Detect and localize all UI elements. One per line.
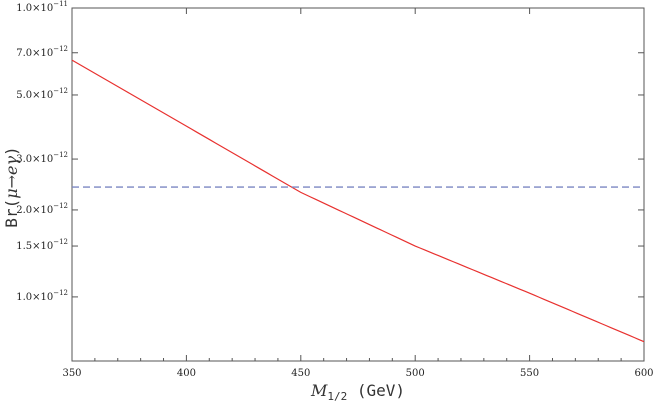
y-axis-suffix: ) [2, 146, 21, 156]
y-tick-exponent: −12 [53, 202, 68, 210]
series-line-branching-ratio [71, 59, 645, 343]
y-tick-exponent: −12 [53, 87, 68, 95]
x-axis-symbol: M [310, 381, 328, 400]
y-tick-mantissa: 5.0 [16, 90, 32, 101]
y-tick-exponent: −12 [53, 151, 68, 159]
x-tick-label: 350 [62, 368, 81, 379]
x-axis-ticks: 350 400 450 500 550 600 [62, 8, 654, 379]
y-tick-exponent: −12 [53, 238, 68, 246]
x-axis-title: M1/2 (GeV) [310, 381, 405, 403]
x-tick-label: 600 [634, 368, 653, 379]
y-tick-times: ×10 [32, 48, 53, 59]
y-tick-label: 7.0×10−12 [16, 45, 68, 59]
y-tick-mantissa: 7.0 [16, 48, 32, 59]
y-tick-mantissa: 3.0 [16, 154, 32, 165]
y-tick-times: ×10 [32, 241, 53, 252]
y-tick-times: ×10 [32, 90, 53, 101]
y-tick-label: 1.5×10−12 [16, 238, 68, 252]
x-tick-label: 550 [520, 368, 539, 379]
y-axis-symbol: μ→eγ [2, 156, 21, 199]
y-tick-mantissa: 2.0 [16, 205, 32, 216]
y-tick-times: ×10 [32, 292, 53, 303]
y-tick-times: ×10 [32, 3, 53, 14]
y-tick-exponent: −11 [53, 0, 68, 8]
y-tick-mantissa: 1.5 [16, 241, 32, 252]
y-tick-label: 2.0×10−12 [16, 202, 68, 216]
x-tick-label: 450 [291, 368, 310, 379]
y-tick-mantissa: 1.0 [16, 292, 32, 303]
y-axis-prefix: Br( [2, 199, 21, 228]
y-tick-times: ×10 [32, 154, 53, 165]
plot-frame [71, 7, 645, 362]
series-layer [71, 59, 645, 343]
y-tick-mantissa: 1.0 [16, 3, 32, 14]
y-tick-label: 3.0×10−12 [16, 151, 68, 165]
y-tick-label: 1.0×10−12 [16, 289, 68, 303]
y-axis-title: Br(μ→eγ) [2, 146, 21, 227]
y-tick-exponent: −12 [53, 45, 68, 53]
y-tick-label: 1.0×10−11 [16, 0, 68, 14]
x-tick-label: 400 [177, 368, 196, 379]
x-axis-unit: (GeV) [347, 381, 405, 400]
y-tick-times: ×10 [32, 205, 53, 216]
y-axis-ticks: 1.0×10−117.0×10−125.0×10−123.0×10−122.0×… [16, 0, 644, 303]
y-tick-label: 5.0×10−12 [16, 87, 68, 101]
y-tick-exponent: −12 [53, 289, 68, 297]
x-axis-subscript: 1/2 [327, 390, 347, 403]
x-tick-label: 500 [406, 368, 425, 379]
